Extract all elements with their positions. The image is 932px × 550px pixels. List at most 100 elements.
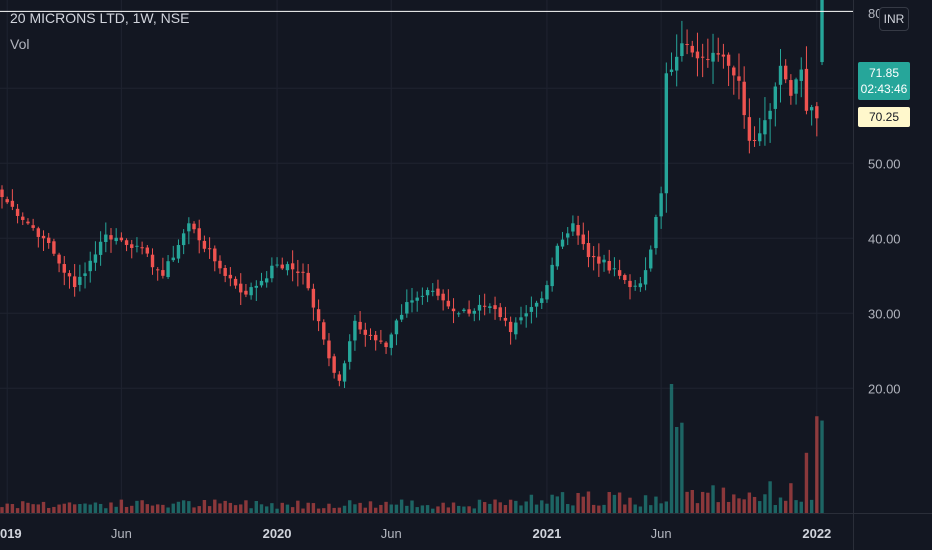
volume-bar [675,427,679,513]
candle-body [482,305,487,307]
volume-bar [633,504,637,513]
candle-body [399,314,404,320]
candle-body [10,200,15,207]
volume-bar [124,506,129,513]
candle-body [763,120,767,135]
volume-bar [249,508,253,513]
candle-body [540,298,544,303]
symbol-title[interactable]: 20 MICRONS LTD, 1W, NSE [10,10,190,26]
volume-bar [21,501,25,513]
candle-body [379,340,383,342]
volume-bar [498,502,502,513]
candle-body [431,290,435,292]
candle-body [83,273,87,276]
volume-bar [773,505,778,513]
volume-bar [431,508,435,513]
candle-body [264,278,269,283]
time-tick-label: Jun [111,526,132,541]
candle-body [612,268,617,270]
price-tick-label: 30.00 [868,306,901,321]
volume-bar [482,502,487,513]
volume-bar [794,500,798,513]
crosshair-line [0,10,853,12]
candle-body [332,356,336,373]
volume-bar [690,489,694,513]
candle-body [415,297,419,301]
volume-bar [726,501,731,513]
volume-bar [104,508,108,513]
volume-bar [540,500,544,513]
currency-button[interactable]: INR [879,7,909,31]
volume-bar [358,502,362,513]
volume-bar [192,507,196,513]
candle-body [446,300,451,307]
volume-bar [446,507,451,513]
candle-body [742,81,746,116]
volume-bar [47,507,51,513]
candle-body [628,280,632,288]
candle-body [462,309,466,312]
candle-body [296,271,300,273]
volume-bar [617,492,622,513]
candle-body [275,264,279,266]
candle-body [643,270,648,285]
volume-bar [166,507,170,513]
candle-body [560,239,565,247]
candle-body [223,267,227,276]
time-tick-label: 2021 [532,526,561,541]
candle-body [26,221,30,224]
candle-body [758,133,762,142]
candle-body [524,313,528,317]
price-tick-label: 80 [868,6,882,21]
candle-body [316,309,321,322]
volume-bar [545,503,549,513]
volume-bar [254,500,259,513]
volume-bar [171,503,175,513]
volume-bar [623,504,627,513]
volume-bar [752,496,757,513]
volume-bar [218,503,222,513]
volume-bar [519,505,523,513]
volume-bar [156,504,160,513]
price-tick-label: 40.00 [868,231,901,246]
volume-bar [571,505,575,513]
volume-bar [602,504,606,513]
volume-bar [581,496,585,513]
candle-body [166,261,170,278]
candle-body [389,334,393,348]
candle-body [752,140,757,142]
time-axis[interactable]: 2019 Jun 2020 Jun 2021 Jun 2022 [0,526,831,541]
candle-body [726,54,731,66]
candle-body [156,269,160,271]
volume-bar [233,505,238,513]
volume-bar [638,506,643,513]
volume-bar [514,500,518,513]
candle-body [623,275,627,281]
volume-bar [815,416,819,513]
volume-bar [695,503,700,513]
candle-body [31,225,35,228]
volume-bar [415,507,419,513]
volume-bar [301,508,305,513]
volume-bar [503,505,508,513]
candle-body [187,223,191,232]
volume-bar [436,506,440,513]
volume-indicator-label[interactable]: Vol [10,36,30,52]
volume-bar [202,499,207,513]
volume-bar [327,503,331,513]
volume-bar [493,499,497,513]
candle-body [301,271,305,273]
candle-body [62,264,66,273]
volume-bar [10,504,15,513]
candle-body [239,283,243,293]
candle-body [410,300,414,303]
candle-body [789,80,793,96]
volume-bar [576,492,580,513]
volume-bar [181,500,186,513]
candle-body [747,117,752,141]
candle-body [176,245,181,259]
volume-bar [373,507,378,513]
volume-bar [783,500,788,513]
